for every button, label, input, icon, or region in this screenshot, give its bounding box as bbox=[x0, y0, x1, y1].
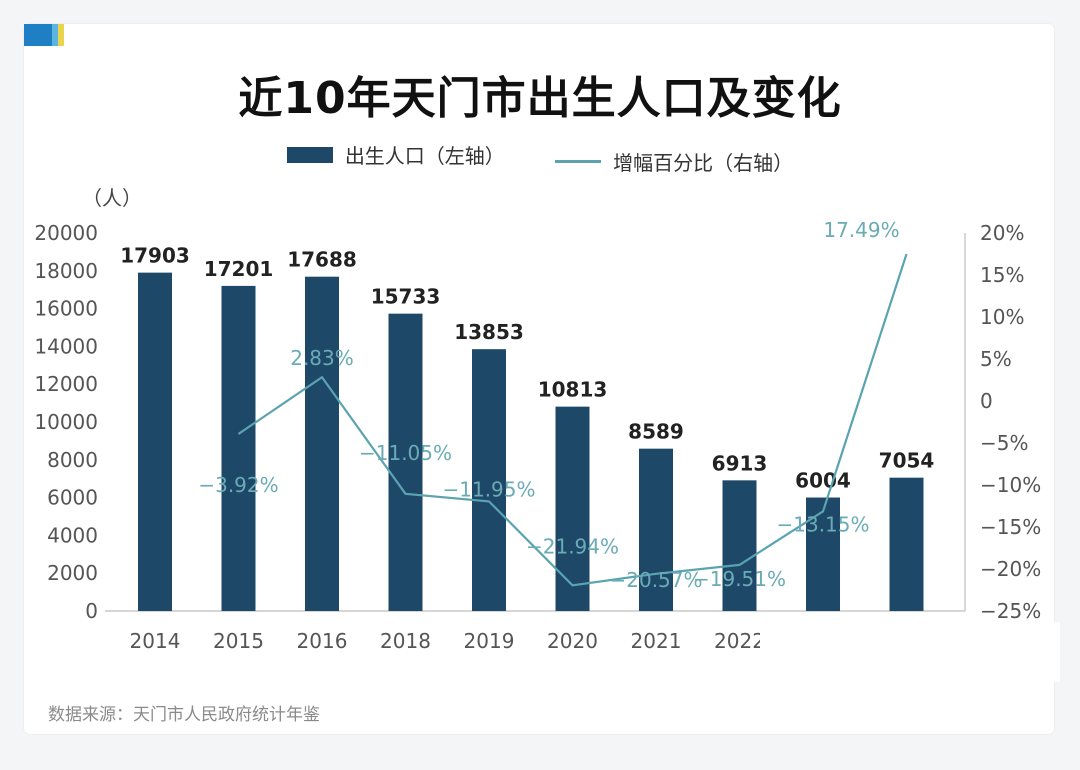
chart-title: 近10年天门市出生人口及变化 bbox=[238, 73, 842, 124]
growth-value-label: −11.95% bbox=[442, 477, 535, 501]
legend-label-growth: 增幅百分比（右轴） bbox=[613, 150, 794, 175]
x-axis-tick: 2022 bbox=[714, 629, 765, 653]
left-axis-tick: 16000 bbox=[34, 297, 98, 321]
bar bbox=[388, 313, 423, 611]
left-axis-tick: 12000 bbox=[34, 372, 98, 396]
right-axis-tick: 20% bbox=[980, 221, 1024, 245]
right-axis-tick: 0 bbox=[980, 389, 993, 413]
crop-mask-right bbox=[760, 622, 1060, 682]
bar bbox=[806, 497, 840, 611]
bar bbox=[472, 349, 506, 611]
left-axis-tick: 14000 bbox=[34, 334, 98, 358]
bar-value-label: 15733 bbox=[371, 285, 441, 309]
right-axis-tick: −15% bbox=[980, 515, 1041, 539]
growth-value-label: −19.51% bbox=[693, 567, 786, 591]
growth-value-label: 17.49% bbox=[823, 218, 899, 242]
bar-value-label: 13853 bbox=[454, 320, 524, 344]
legend-item-births: 出生人口（左轴） bbox=[286, 140, 505, 169]
bar-value-label: 17688 bbox=[287, 248, 357, 272]
x-axis-tick: 2021 bbox=[631, 629, 682, 653]
legend-line-swatch bbox=[555, 159, 602, 163]
bar bbox=[722, 480, 757, 611]
bar-value-label: 7054 bbox=[879, 449, 935, 473]
growth-value-label: 2.83% bbox=[290, 346, 354, 370]
x-axis-tick: 2020 bbox=[547, 629, 598, 653]
bar-value-label: 6004 bbox=[795, 469, 851, 493]
legend-label-births: 出生人口（左轴） bbox=[344, 144, 505, 168]
x-axis-tick: 2018 bbox=[380, 629, 431, 653]
bar bbox=[555, 406, 590, 611]
bar-value-label: 10813 bbox=[538, 378, 608, 402]
growth-value-label: −20.57% bbox=[609, 568, 702, 592]
growth-value-label: −13.15% bbox=[776, 512, 869, 536]
right-axis-tick: −20% bbox=[980, 557, 1041, 581]
legend-bar-swatch bbox=[286, 146, 333, 163]
x-axis-tick: 2016 bbox=[297, 629, 348, 653]
right-axis-tick: 10% bbox=[980, 305, 1024, 329]
left-axis-unit: （人） bbox=[82, 186, 142, 210]
bar-value-label: 17201 bbox=[204, 257, 274, 281]
left-axis-tick: 4000 bbox=[47, 523, 98, 547]
bar-value-label: 6913 bbox=[712, 451, 768, 475]
left-axis-tick: 10000 bbox=[34, 410, 98, 434]
left-axis-tick: 18000 bbox=[34, 259, 98, 283]
x-axis-tick: 2014 bbox=[130, 629, 181, 653]
right-axis-tick: 5% bbox=[980, 347, 1012, 371]
chart-legend: 出生人口（左轴） 增幅百分比（右轴） bbox=[0, 140, 1080, 176]
bar-value-label: 8589 bbox=[628, 420, 684, 444]
right-axis-tick: −10% bbox=[980, 473, 1041, 497]
left-axis-tick: 0 bbox=[85, 599, 98, 623]
bar bbox=[305, 276, 339, 611]
bar bbox=[639, 448, 673, 611]
bar bbox=[889, 477, 924, 611]
bar-value-label: 17903 bbox=[120, 244, 190, 268]
bar bbox=[138, 272, 172, 611]
x-axis-tick: 2015 bbox=[213, 629, 264, 653]
source-note: 数据来源：天门市人民政府统计年鉴 bbox=[48, 705, 320, 725]
left-axis-tick: 6000 bbox=[47, 486, 98, 510]
x-axis-tick: 2019 bbox=[464, 629, 515, 653]
bar bbox=[221, 285, 256, 611]
brand-logo bbox=[24, 24, 64, 46]
left-axis-tick: 2000 bbox=[47, 561, 98, 585]
right-axis-tick: 15% bbox=[980, 263, 1024, 287]
right-axis-tick: −25% bbox=[980, 599, 1041, 623]
left-axis-tick: 20000 bbox=[34, 221, 98, 245]
left-axis-tick: 8000 bbox=[47, 448, 98, 472]
chart-card bbox=[24, 24, 1054, 734]
growth-value-label: −11.05% bbox=[359, 441, 452, 465]
legend-item-growth: 增幅百分比（右轴） bbox=[555, 147, 793, 176]
right-axis-tick: −5% bbox=[980, 431, 1029, 455]
growth-value-label: −3.92% bbox=[198, 473, 278, 497]
growth-value-label: −21.94% bbox=[526, 534, 619, 558]
